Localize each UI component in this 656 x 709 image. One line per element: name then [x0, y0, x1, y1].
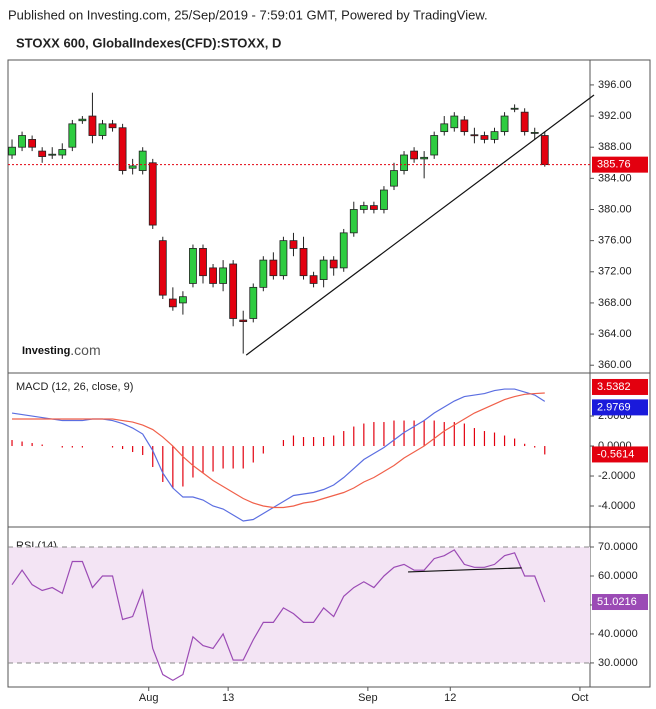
candle-body — [78, 118, 87, 122]
candle-body — [239, 319, 248, 323]
candle-body — [319, 259, 328, 280]
candle-body — [289, 240, 298, 249]
candle-body — [108, 123, 117, 129]
rsi-band — [9, 547, 590, 663]
candle-body — [88, 115, 97, 136]
macd-line — [12, 392, 545, 509]
macd-line — [11, 388, 546, 522]
candle-body — [259, 259, 268, 288]
candle-body — [58, 149, 67, 156]
candle-body — [168, 298, 177, 308]
last-value-label-bg — [592, 399, 648, 416]
rsi-line — [11, 549, 546, 682]
candle-body — [430, 135, 439, 156]
candle-body — [510, 107, 519, 110]
x-tick-label: Aug — [139, 692, 159, 704]
x-tick-label: Sep — [358, 692, 378, 704]
candle-body — [209, 267, 217, 284]
candle-body — [48, 153, 57, 156]
last-value-label-bg — [592, 378, 648, 395]
candle-body — [118, 127, 127, 171]
candle-body — [269, 259, 278, 277]
candle-body — [359, 205, 368, 210]
chart-title: STOXX 600, GlobalIndexes(CFD):STOXX, D — [16, 35, 281, 50]
trendline — [245, 94, 595, 356]
candle-body — [279, 240, 288, 277]
candle-body — [8, 146, 16, 156]
candle-body — [249, 286, 258, 319]
y-tick-label: 368.00 — [598, 297, 632, 309]
candle-body — [490, 131, 499, 140]
macd-title: MACD (12, 26, close, 9) — [16, 381, 133, 393]
candle-body — [460, 119, 469, 133]
y-tick-label: 30.0000 — [598, 657, 638, 669]
last-value-label: 3.5382 — [597, 381, 631, 393]
candle-body — [98, 123, 107, 136]
x-tick-label: 12 — [444, 692, 456, 704]
candle-body — [339, 232, 348, 269]
candle-body — [158, 240, 167, 296]
x-tick-label: Oct — [571, 692, 588, 704]
rsi-last-label: 51.0216 — [597, 596, 637, 608]
rsi-last-label-bg — [592, 594, 648, 611]
candle-body — [68, 123, 77, 148]
candle-body — [500, 115, 509, 133]
candle-body — [128, 165, 137, 169]
logo-main: Investing — [22, 345, 70, 357]
candle-body — [229, 263, 238, 319]
candle-body — [189, 248, 197, 284]
last-value-label: 2.9769 — [597, 401, 631, 413]
candle-body — [349, 209, 358, 234]
y-tick-label: 396.00 — [598, 79, 632, 91]
y-tick-label: 372.00 — [598, 266, 632, 278]
candle-body — [520, 111, 529, 133]
candle-body — [299, 248, 308, 277]
candle-body — [410, 150, 418, 160]
candle-body — [400, 154, 408, 171]
logo-suffix: .com — [70, 342, 100, 358]
candle-body — [450, 115, 459, 129]
candle-body — [530, 132, 539, 134]
y-tick-label: 60.0000 — [598, 570, 638, 582]
candle-body — [480, 135, 489, 140]
candle-body — [199, 248, 207, 277]
histogram-value-label-bg — [592, 446, 648, 463]
candle-body — [18, 135, 26, 148]
x-tick-label: 13 — [222, 692, 234, 704]
histogram-value-label: -0.5614 — [597, 448, 634, 460]
y-tick-label: -2.0000 — [598, 470, 635, 482]
y-tick-label: 376.00 — [598, 235, 632, 247]
y-tick-label: 384.00 — [598, 172, 632, 184]
y-tick-label: 40.0000 — [598, 628, 638, 640]
y-tick-label: 392.00 — [598, 110, 632, 122]
y-tick-label: 380.00 — [598, 203, 632, 215]
candle-body — [329, 259, 338, 269]
logo: Investing.com — [22, 342, 101, 358]
y-tick-label: 388.00 — [598, 141, 632, 153]
candle-body — [420, 156, 429, 160]
candle-body — [148, 162, 157, 226]
last-price-label-bg — [592, 156, 648, 173]
candle-body — [138, 150, 147, 171]
candle-body — [309, 275, 318, 284]
last-price-label: 385.76 — [597, 159, 631, 171]
candle-body — [470, 134, 479, 137]
publisher-note: Published on Investing.com, 25/Sep/2019 … — [8, 7, 488, 22]
candle-body — [380, 189, 388, 210]
candle-body — [540, 135, 549, 166]
rsi-trendline — [408, 567, 522, 573]
candle-body — [38, 150, 47, 157]
candle-body — [369, 205, 378, 210]
candle-body — [179, 296, 187, 304]
y-tick-label: 360.00 — [598, 359, 632, 371]
y-tick-label: 70.0000 — [598, 541, 638, 553]
candle-body — [390, 170, 398, 187]
candle-body — [28, 139, 37, 148]
y-tick-label: -4.0000 — [598, 500, 635, 512]
candle-body — [219, 267, 228, 284]
y-tick-label: 364.00 — [598, 328, 632, 340]
candle-body — [440, 123, 449, 133]
